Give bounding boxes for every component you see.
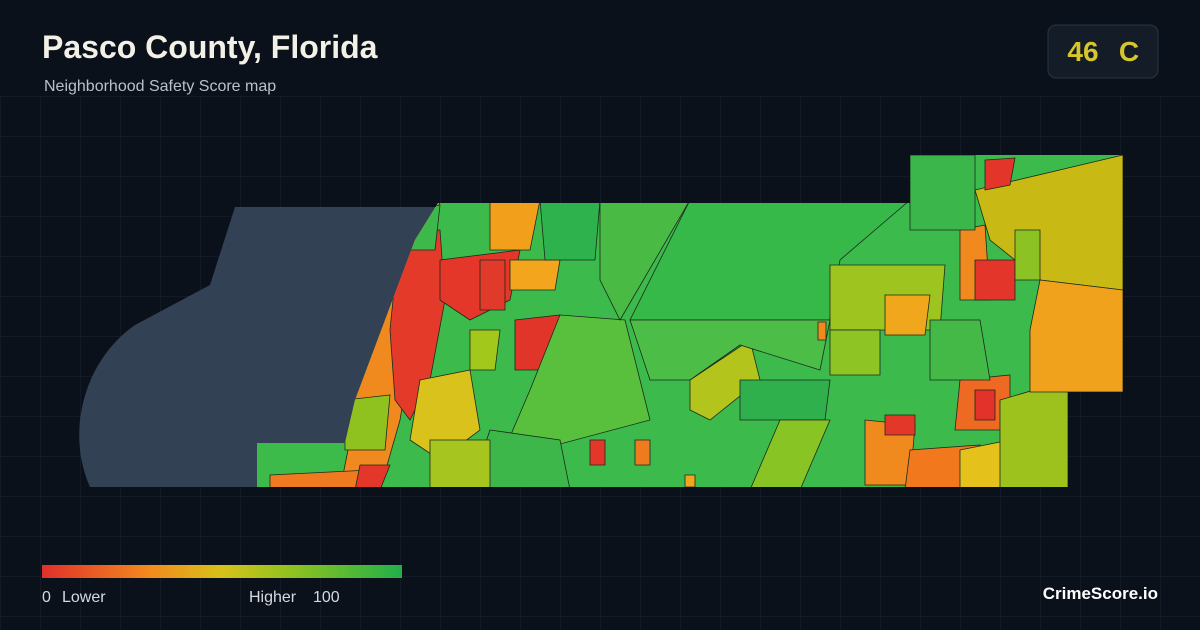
legend-min: 0	[42, 589, 51, 606]
score-value: 46	[1067, 36, 1098, 67]
legend-max-label: Higher	[249, 589, 297, 606]
legend-max: 100	[313, 589, 340, 606]
legend-min-label: Lower	[62, 589, 106, 606]
title: Pasco County, Florida	[42, 29, 378, 65]
gulf-water	[79, 207, 438, 487]
subtitle: Neighborhood Safety Score map	[44, 78, 276, 95]
score-grade: C	[1119, 36, 1139, 67]
score-box	[1047, 24, 1159, 79]
brand: CrimeScore.io	[1043, 584, 1158, 603]
legend-gradient	[42, 565, 402, 578]
